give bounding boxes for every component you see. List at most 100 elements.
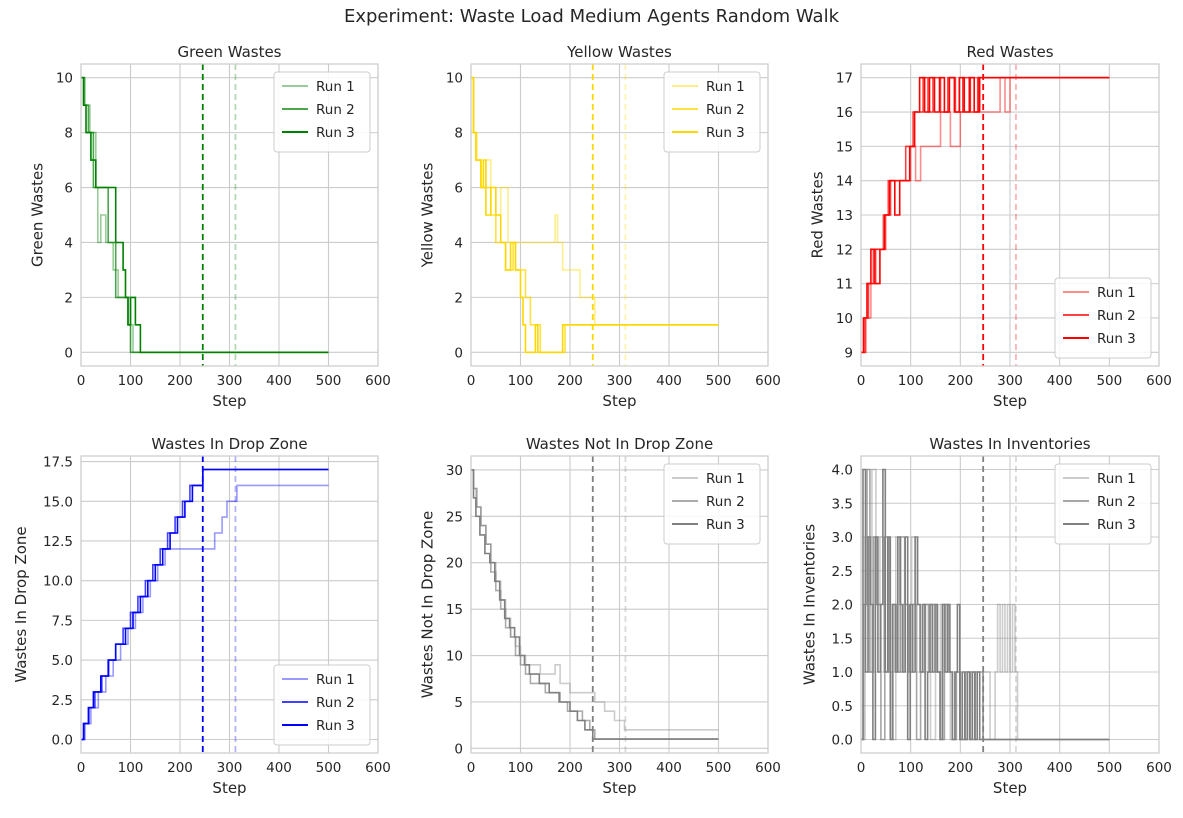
x-tick-label: 300	[997, 760, 1023, 776]
legend: Run 1 Run 2 Run 3	[273, 664, 371, 746]
x-tick-label: 100	[898, 760, 924, 776]
y-axis-label: Wastes In Drop Zone	[12, 526, 30, 682]
x-tick-label: 0	[467, 760, 476, 776]
series-line-run-3	[861, 76, 1110, 354]
x-tick-label: 100	[508, 373, 534, 389]
y-tick-label: 7.5	[52, 613, 73, 629]
y-tick-label: 0.0	[52, 733, 73, 749]
y-tick-label: 30	[446, 463, 463, 479]
x-tick-label: 0	[77, 760, 86, 776]
chart-panel-5: 0 100 200 300 400 500 600 0 5 10 15 20 25 30 Wastes No…	[419, 435, 781, 797]
x-tick-label: 200	[947, 760, 973, 776]
y-tick-label: 4	[64, 235, 73, 251]
y-tick-label: 14	[836, 174, 853, 190]
chart-panel-4: 0 100 200 300 400 500 600 0.0 2.5 5.0 7.5 10.0 12.5 1…	[12, 435, 391, 797]
y-tick-label: 17.5	[43, 455, 73, 471]
y-tick-label: 6	[454, 181, 463, 197]
legend: Run 1 Run 2 Run 3	[273, 71, 371, 153]
plot-area	[81, 64, 329, 366]
x-tick-label: 0	[77, 373, 86, 389]
chart-panel-1: 0 100 200 300 400 500 600 0 2 4 6 8 10 Green Wastes St…	[29, 43, 391, 410]
y-axis-label: Red Wastes	[809, 171, 827, 258]
x-tick-label: 200	[557, 760, 583, 776]
y-tick-label: 3.5	[832, 496, 853, 512]
legend-label: Run 1	[1097, 471, 1136, 487]
y-tick-label: 15	[836, 139, 853, 155]
y-axis-label: Wastes Not In Drop Zone	[419, 511, 437, 698]
plot-frame	[470, 63, 769, 367]
y-tick-label: 3.0	[832, 530, 853, 546]
x-tick-label: 500	[706, 373, 732, 389]
legend-label: Run 2	[1097, 308, 1136, 324]
legend: Run 1 Run 2 Run 3	[663, 71, 761, 153]
y-tick-label: 2.5	[832, 564, 853, 580]
x-tick-label: 100	[508, 760, 534, 776]
y-tick-label: 2	[64, 290, 73, 306]
legend-label: Run 1	[706, 79, 745, 95]
y-tick-label: 10.0	[43, 574, 73, 590]
legend-label: Run 2	[706, 102, 745, 118]
x-tick-label: 400	[1047, 760, 1073, 776]
figure-title: Experiment: Waste Load Medium Agents Ran…	[343, 6, 840, 27]
y-tick-label: 0.5	[832, 699, 853, 715]
x-tick-label: 200	[167, 760, 193, 776]
x-tick-label: 300	[217, 760, 243, 776]
legend-label: Run 3	[1097, 517, 1136, 533]
y-tick-label: 0	[64, 345, 73, 361]
y-tick-label: 15	[446, 602, 463, 618]
legend-label: Run 1	[316, 672, 355, 688]
series-line-run-3	[861, 468, 1110, 741]
y-tick-label: 4	[454, 235, 463, 251]
y-tick-label: 1.5	[832, 631, 853, 647]
plot-frame	[860, 63, 1160, 367]
x-tick-label: 500	[1096, 373, 1122, 389]
x-tick-label: 600	[365, 760, 391, 776]
chart-title: Green Wastes	[178, 43, 282, 61]
plot-frame	[80, 63, 379, 367]
x-tick-label: 600	[755, 373, 781, 389]
y-axis-label: Green Wastes	[29, 163, 47, 267]
y-tick-label: 15.0	[43, 494, 73, 510]
x-tick-label: 500	[316, 760, 342, 776]
legend-label: Run 2	[316, 695, 355, 711]
plot-frame	[80, 455, 379, 754]
legend-label: Run 1	[1097, 285, 1136, 301]
plot-area	[471, 64, 719, 366]
legend-label: Run 2	[1097, 494, 1136, 510]
legend-label: Run 3	[316, 125, 355, 141]
legend-label: Run 1	[316, 79, 355, 95]
y-tick-label: 5	[454, 695, 463, 711]
y-tick-label: 2	[454, 290, 463, 306]
x-tick-label: 600	[1146, 760, 1172, 776]
legend-label: Run 2	[706, 494, 745, 510]
y-tick-label: 8	[454, 126, 463, 142]
chart-title: Yellow Wastes	[566, 43, 672, 61]
series-line-run-3	[81, 468, 329, 741]
y-tick-label: 10	[56, 71, 73, 87]
y-tick-label: 9	[844, 345, 853, 361]
y-tick-label: 16	[836, 105, 853, 121]
chart-title: Red Wastes	[966, 43, 1053, 61]
x-tick-label: 400	[656, 760, 682, 776]
y-tick-label: 11	[836, 277, 853, 293]
x-tick-label: 400	[266, 760, 292, 776]
y-tick-label: 6	[64, 181, 73, 197]
y-tick-label: 17	[836, 71, 853, 87]
legend-label: Run 1	[706, 471, 745, 487]
chart-panel-2: 0 100 200 300 400 500 600 0 2 4 6 8 10 Yellow Wastes S…	[419, 43, 781, 410]
y-tick-label: 8	[64, 126, 73, 142]
y-tick-label: 2.0	[832, 598, 853, 614]
y-tick-label: 0	[454, 345, 463, 361]
chart-title: Wastes In Drop Zone	[151, 435, 307, 453]
legend-label: Run 3	[706, 517, 745, 533]
plot-frame	[860, 455, 1160, 754]
chart-panel-6: 0 100 200 300 400 500 600 0.0 0.5 1.0 1.5 2.0 2.5 3.0…	[800, 435, 1171, 797]
y-tick-label: 20	[446, 556, 463, 572]
x-tick-label: 100	[118, 760, 144, 776]
legend: Run 1 Run 2 Run 3	[1054, 463, 1152, 545]
legend-label: Run 3	[316, 718, 355, 734]
y-axis-label: Wastes In Inventories	[800, 524, 818, 685]
y-tick-label: 0.0	[832, 733, 853, 749]
x-tick-label: 300	[997, 373, 1023, 389]
